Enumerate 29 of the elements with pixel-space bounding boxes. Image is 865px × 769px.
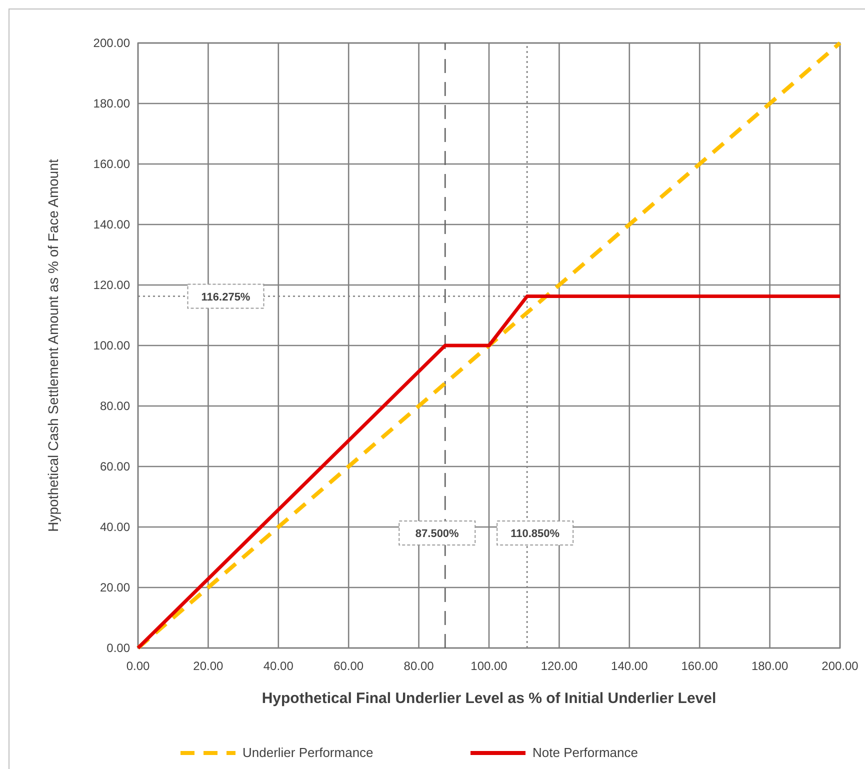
ref-line-label: 87.500%	[415, 528, 460, 540]
y-tick-label: 60.00	[100, 460, 130, 474]
x-tick-label: 80.00	[404, 659, 434, 673]
x-tick-label: 20.00	[193, 659, 224, 673]
legend-label: Underlier Performance	[242, 745, 374, 760]
x-axis-title: Hypothetical Final Underlier Level as % of Initial Underlier Level	[262, 690, 716, 707]
x-tick-label: 100.00	[470, 659, 508, 673]
y-tick-label: 140.00	[93, 218, 130, 232]
y-tick-label: 120.00	[93, 278, 130, 292]
x-tick-label: 40.00	[263, 659, 294, 673]
x-tick-label: 180.00	[751, 659, 788, 673]
y-tick-label: 40.00	[100, 520, 130, 534]
y-axis-title: Hypothetical Cash Settlement Amount as % of Face Amount	[45, 159, 61, 532]
x-tick-label: 0.00	[126, 659, 150, 673]
y-tick-label: 0.00	[106, 641, 130, 655]
ref-line-label: 110.850%	[510, 528, 560, 540]
y-tick-label: 160.00	[93, 157, 130, 171]
y-tick-label: 80.00	[100, 399, 130, 413]
x-tick-label: 120.00	[540, 659, 578, 673]
legend-label: Note Performance	[532, 745, 638, 760]
x-tick-label: 200.00	[822, 659, 859, 673]
x-tick-label: 60.00	[334, 659, 364, 673]
y-tick-label: 20.00	[100, 580, 130, 594]
x-tick-label: 140.00	[611, 659, 648, 673]
y-tick-label: 200.00	[93, 36, 130, 50]
ref-line-label: 116.275%	[201, 291, 250, 304]
x-tick-label: 160.00	[681, 659, 718, 673]
y-tick-label: 180.00	[93, 96, 130, 110]
y-tick-label: 100.00	[93, 338, 130, 352]
